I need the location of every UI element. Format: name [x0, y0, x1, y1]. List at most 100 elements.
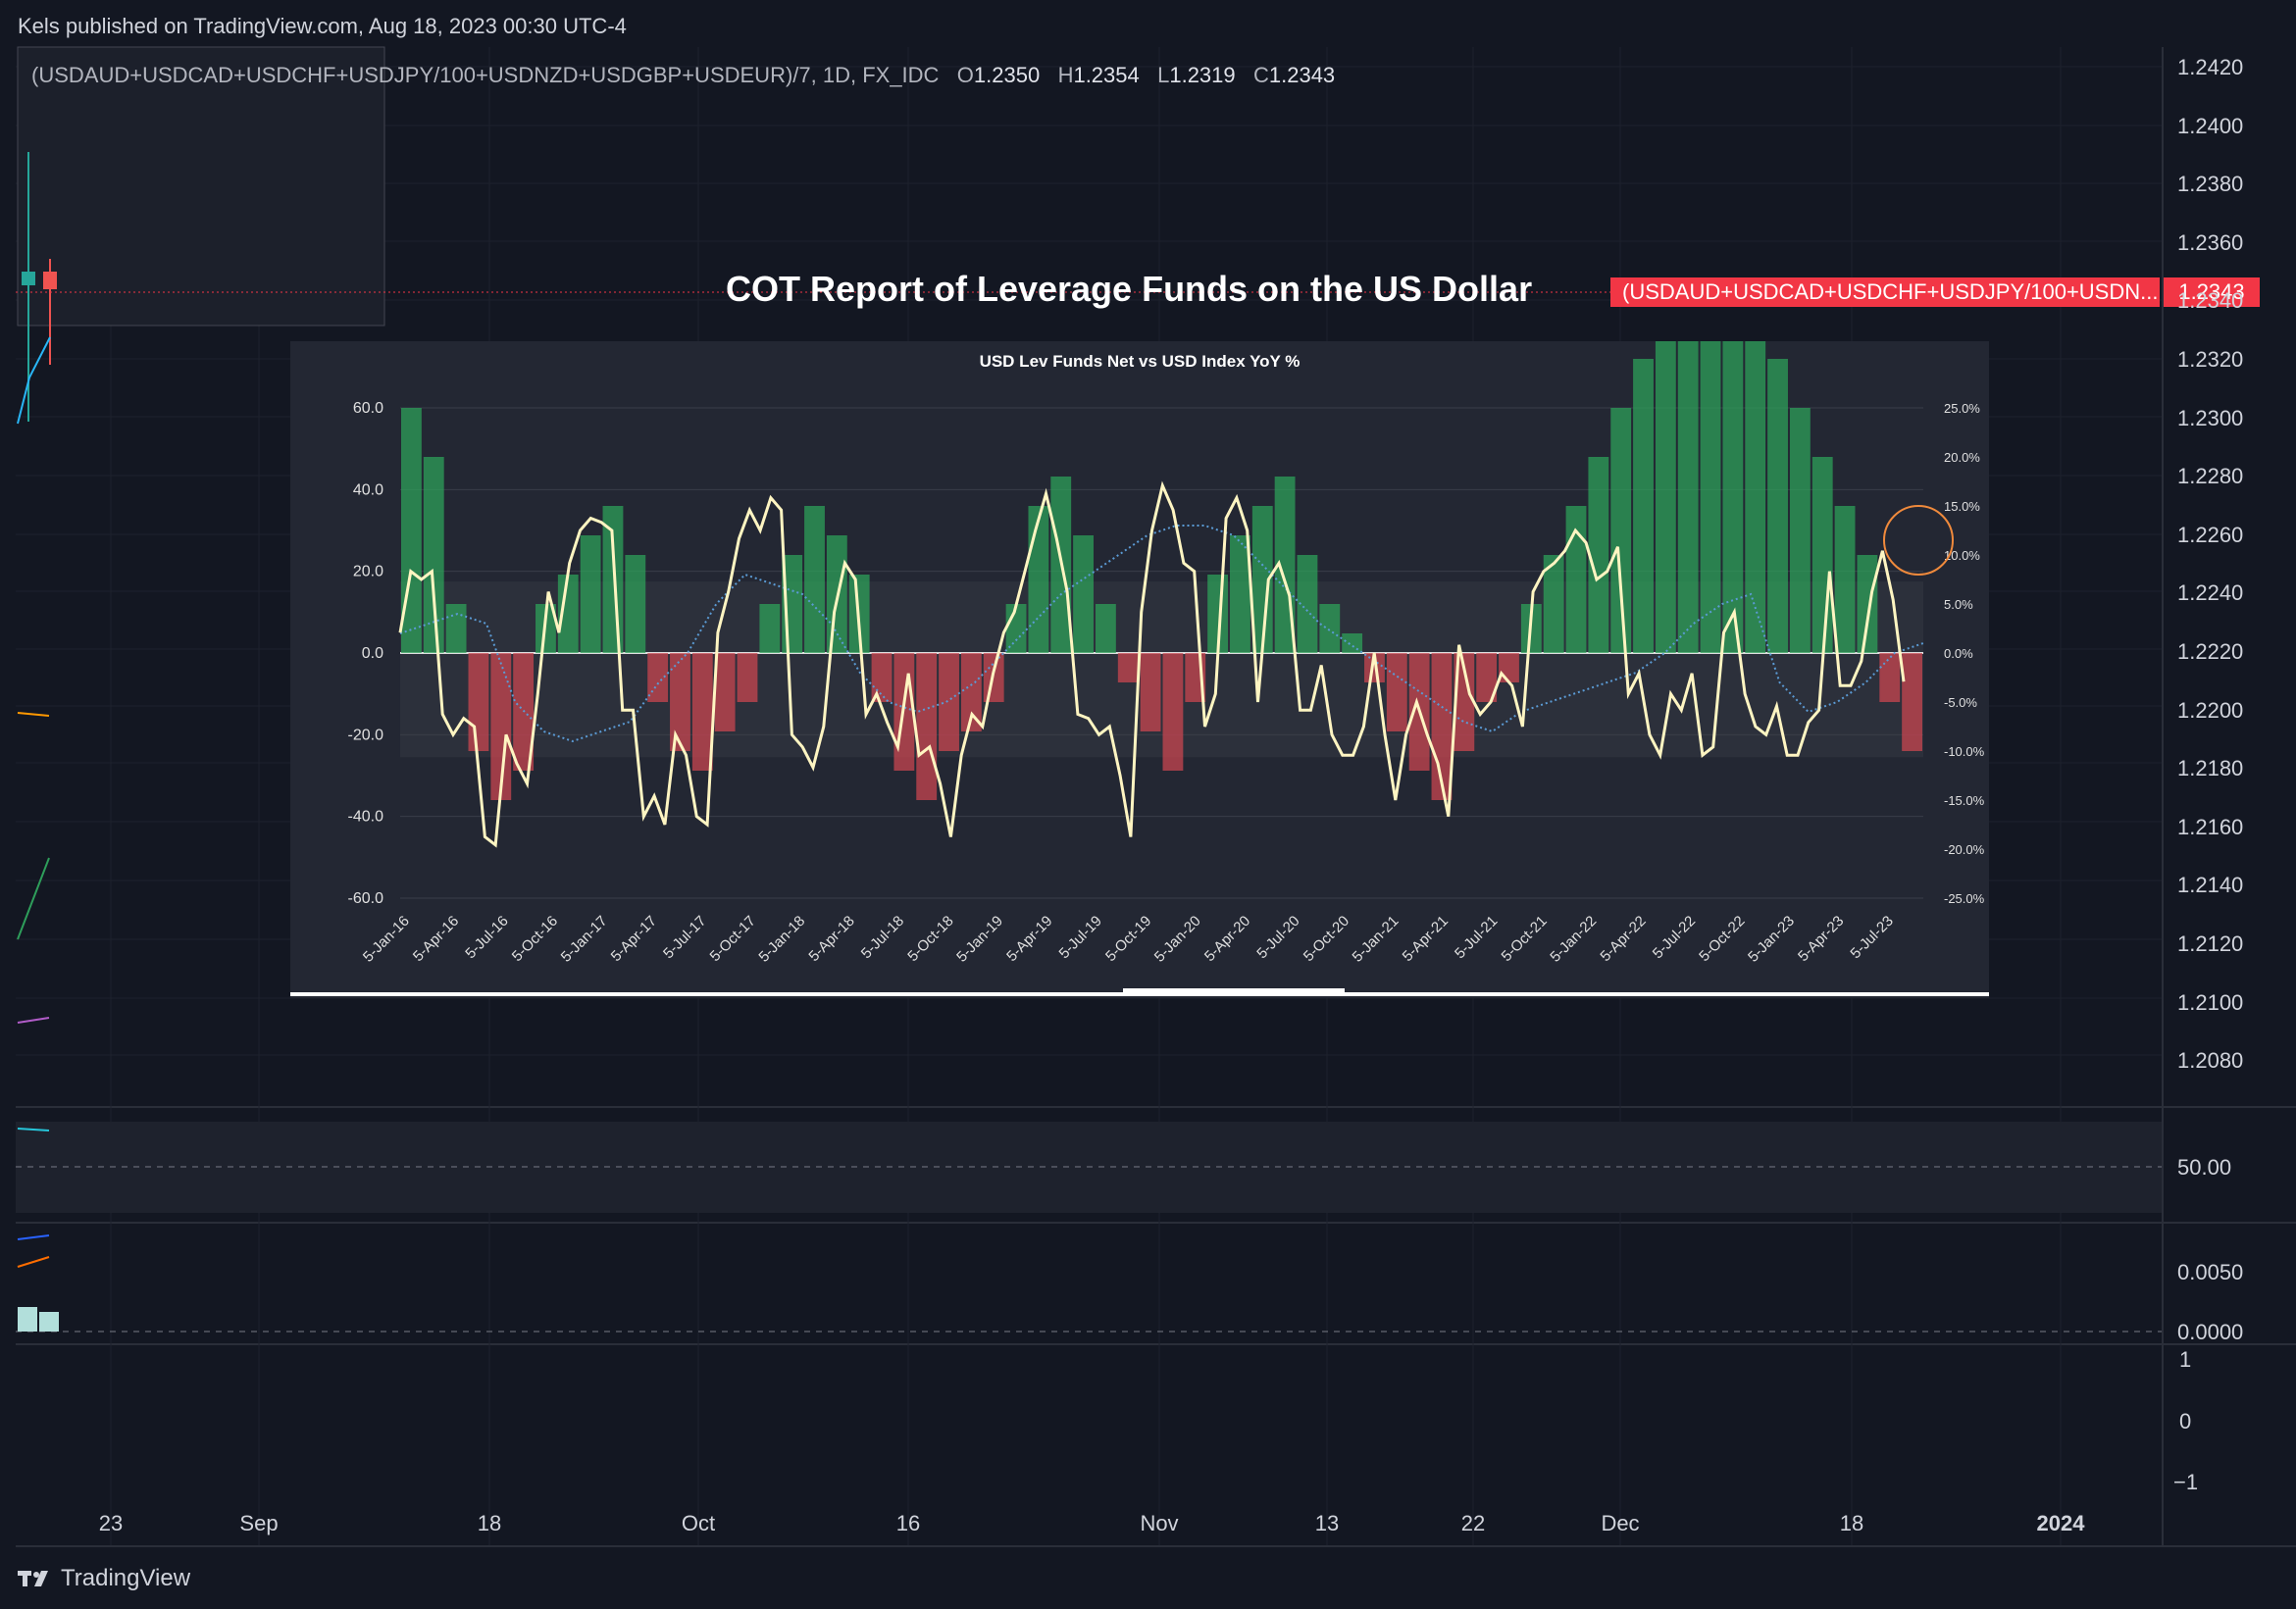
inset-right-tick: -25.0%: [1944, 891, 1985, 906]
price-axis-label: 1.2160: [2177, 814, 2244, 839]
inset-bar: [647, 653, 669, 702]
brand-name: TradingView: [61, 1565, 191, 1591]
time-axis-label: Dec: [1601, 1511, 1640, 1535]
inset-x-tick: 5-Apr-16: [410, 913, 462, 965]
inset-bar: [1610, 408, 1632, 653]
inset-bar: [670, 653, 690, 751]
inset-x-tick: 5-Jul-22: [1650, 913, 1699, 962]
inset-bar: [1499, 653, 1519, 682]
macd-line: [17, 1234, 50, 1240]
pane-separator[interactable]: [16, 1106, 2296, 1108]
inset-bar: [1700, 261, 1721, 653]
macd-axis-label: 0.0050: [2177, 1260, 2244, 1284]
inset-x-tick: 5-Oct-18: [904, 913, 956, 965]
time-axis-label-year: 2024: [2036, 1511, 2085, 1535]
price-tag-label: (USDAUD+USDCAD+USDCHF+USDJPY/100+USDN...: [1610, 277, 2160, 307]
ma-line-purple: [17, 1017, 50, 1024]
candle-body-down[interactable]: [43, 272, 57, 289]
price-axis-label: 1.2260: [2177, 522, 2244, 547]
ma-line: [17, 336, 51, 425]
pane-separator[interactable]: [16, 1343, 2296, 1345]
inset-title: USD Lev Funds Net vs USD Index YoY %: [980, 352, 1301, 371]
inset-bar: [1789, 408, 1811, 653]
inset-bottom-border: [290, 992, 1989, 996]
inset-x-tick: 5-Jul-23: [1847, 913, 1896, 962]
time-axis-label: 16: [895, 1511, 921, 1535]
inset-left-tick: 20.0: [353, 564, 383, 580]
inset-x-tick: 5-Oct-19: [1102, 913, 1154, 965]
time-axis-label: 23: [98, 1511, 124, 1535]
osc-axis-label: −1: [2173, 1470, 2199, 1494]
inset-net-line: [398, 480, 1906, 848]
price-axis-label: 1.2180: [2177, 756, 2244, 781]
inset-x-tick: 5-Jul-17: [660, 913, 709, 962]
inset-bar: [1454, 653, 1475, 751]
inset-bar: [1811, 457, 1833, 653]
inset-bar: [1297, 555, 1318, 653]
inset-x-tick: 5-Oct-17: [707, 913, 759, 965]
macd-axis-label: 0.0000: [2177, 1320, 2244, 1344]
inset-bar: [1834, 506, 1856, 653]
inset-bar: [1745, 280, 1766, 653]
inset-bar: [1476, 653, 1498, 702]
inset-bar: [960, 653, 982, 731]
highlight-circle: [1883, 505, 1954, 576]
time-axis-label: 22: [1460, 1511, 1486, 1535]
high-label: H: [1057, 63, 1074, 87]
inset-bar: [445, 604, 467, 653]
pane-separator: [16, 1545, 2296, 1547]
price-axis-border: [2162, 47, 2164, 1547]
price-axis-label: 1.2320: [2177, 347, 2244, 372]
inset-bar: [737, 653, 758, 702]
time-axis-label: Sep: [239, 1511, 279, 1535]
symbol-name: (USDAUD+USDCAD+USDCHF+USDJPY/100+USDNZD+…: [31, 63, 940, 87]
tradingview-logo-icon: [18, 1571, 48, 1586]
inset-bar: [1565, 506, 1587, 653]
inset-right-tick: 0.0%: [1944, 646, 1973, 661]
symbol-legend[interactable]: (USDAUD+USDCAD+USDCHF+USDJPY/100+USDNZD+…: [31, 63, 1335, 88]
inset-x-tick: 5-Jan-17: [558, 913, 611, 966]
inset-bar: [1319, 604, 1341, 653]
high-value: 1.2354: [1073, 63, 1140, 87]
inset-bar: [468, 653, 489, 751]
pane-separator[interactable]: [16, 1222, 2296, 1224]
price-axis-label: 1.2220: [2177, 639, 2244, 664]
inset-left-tick: 40.0: [353, 481, 383, 498]
inset-bar: [1543, 555, 1564, 653]
inset-bar: [916, 653, 938, 800]
inset-left-tick: -20.0: [348, 727, 384, 743]
footer-brand[interactable]: TradingView: [18, 1565, 190, 1592]
inset-right-tick: 15.0%: [1944, 499, 1980, 514]
inset-x-tick: 5-Jul-21: [1452, 913, 1501, 962]
inset-bar: [1722, 212, 1744, 653]
inset-chart: USD Lev Funds Net vs USD Index YoY % 60.0…: [290, 212, 1989, 998]
inset-bar: [939, 653, 959, 751]
inset-left-tick: 60.0: [353, 400, 383, 417]
inset-x-tick: 5-Apr-18: [805, 913, 857, 965]
time-axis-label: 18: [477, 1511, 502, 1535]
inset-bar: [1386, 653, 1407, 731]
osc-axis-label: 0: [2179, 1409, 2192, 1433]
time-axis-label: 13: [1314, 1511, 1340, 1535]
inset-scroll-handle[interactable]: [1123, 988, 1345, 994]
candle-body-up[interactable]: [22, 272, 35, 285]
price-axis-label: 1.2280: [2177, 464, 2244, 489]
inset-x-tick: 5-Oct-20: [1301, 913, 1352, 965]
inset-bar: [1902, 653, 1922, 751]
inset-right-tick: 25.0%: [1944, 401, 1980, 416]
overlay-title: COT Report of Leverage Funds on the US D…: [726, 269, 1533, 309]
legend-box: [17, 46, 385, 327]
inset-right-tick: 5.0%: [1944, 597, 1973, 612]
price-axis-label: 1.2300: [2177, 405, 2244, 430]
inset-bar: [1588, 457, 1609, 653]
inset-x-tick: 5-Oct-22: [1696, 913, 1748, 965]
inset-chart-svg: USD Lev Funds Net vs USD Index YoY % 60.0…: [348, 212, 1985, 966]
inset-bar: [1879, 653, 1901, 702]
inset-bar: [691, 653, 713, 771]
time-axis-label: 18: [1839, 1511, 1864, 1535]
price-axis-label: 1.2380: [2177, 172, 2244, 197]
rsi-line: [17, 1128, 50, 1131]
inset-x-tick: 5-Apr-19: [1003, 913, 1055, 965]
price-axis-label: 1.2400: [2177, 113, 2244, 138]
